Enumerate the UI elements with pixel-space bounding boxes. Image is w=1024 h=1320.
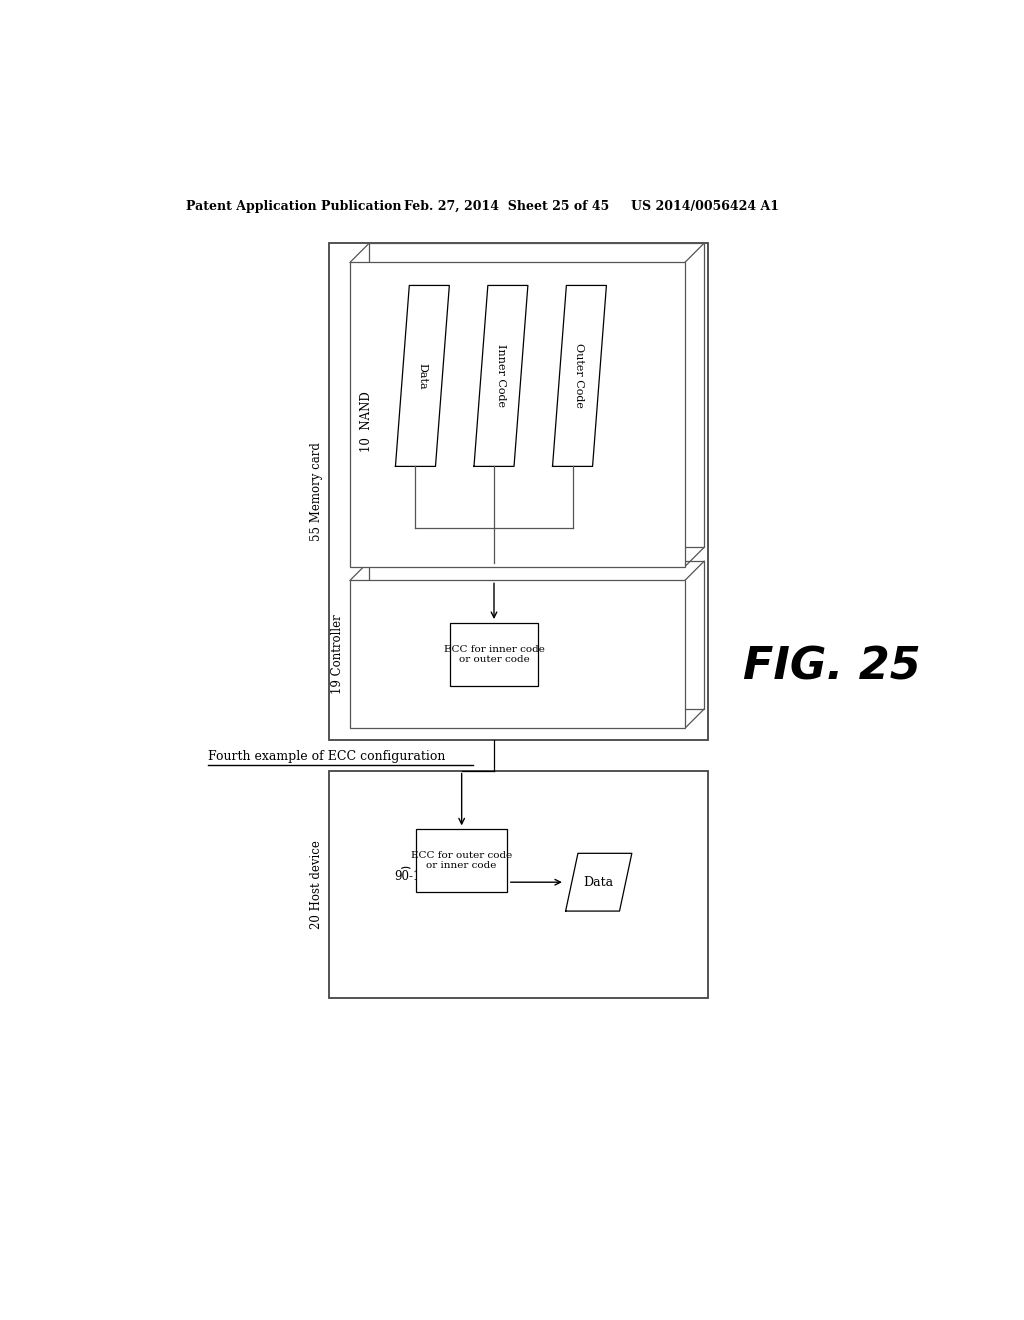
Bar	[330, 771, 708, 998]
Polygon shape	[565, 853, 632, 911]
Text: 55 Memory card: 55 Memory card	[310, 442, 323, 541]
Text: Data: Data	[418, 363, 427, 389]
Text: Outer Code: Outer Code	[574, 343, 585, 408]
Polygon shape	[395, 285, 450, 466]
Polygon shape	[553, 285, 606, 466]
Text: 10  NAND: 10 NAND	[360, 392, 374, 453]
Text: Fourth example of ECC configuration: Fourth example of ECC configuration	[208, 750, 445, 763]
Bar	[350, 581, 685, 729]
Bar	[350, 263, 685, 566]
Text: 90-1: 90-1	[394, 870, 421, 883]
Text: ECC for inner code
or outer code: ECC for inner code or outer code	[443, 644, 545, 664]
Text: Feb. 27, 2014  Sheet 25 of 45: Feb. 27, 2014 Sheet 25 of 45	[403, 199, 609, 213]
Text: Patent Application Publication: Patent Application Publication	[186, 199, 401, 213]
Text: 90-2: 90-2	[557, 642, 584, 655]
Text: 20 Host device: 20 Host device	[310, 840, 323, 928]
Bar	[370, 243, 705, 548]
Polygon shape	[474, 285, 528, 466]
Text: 19 Controller: 19 Controller	[331, 614, 344, 694]
Text: ECC for outer code
or inner code: ECC for outer code or inner code	[411, 851, 512, 870]
Text: Inner Code: Inner Code	[496, 345, 506, 408]
Text: FIG. 25: FIG. 25	[742, 645, 921, 688]
Bar	[450, 623, 539, 686]
Text: US 2014/0056424 A1: US 2014/0056424 A1	[631, 199, 779, 213]
Bar	[330, 243, 708, 739]
Bar	[370, 561, 705, 709]
Bar	[416, 829, 507, 892]
Text: Data: Data	[584, 875, 613, 888]
